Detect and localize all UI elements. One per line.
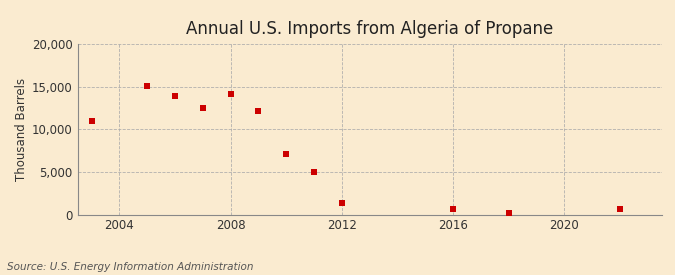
Point [169,94,180,98]
Y-axis label: Thousand Barrels: Thousand Barrels [15,78,28,181]
Point [448,207,458,211]
Point [336,200,347,205]
Point [614,207,625,211]
Point [503,211,514,215]
Point [197,106,208,110]
Point [142,84,153,88]
Point [253,109,264,114]
Point [281,152,292,156]
Point [225,92,236,97]
Text: Source: U.S. Energy Information Administration: Source: U.S. Energy Information Administ… [7,262,253,272]
Point [308,170,319,174]
Title: Annual U.S. Imports from Algeria of Propane: Annual U.S. Imports from Algeria of Prop… [186,20,554,38]
Point [86,119,97,123]
